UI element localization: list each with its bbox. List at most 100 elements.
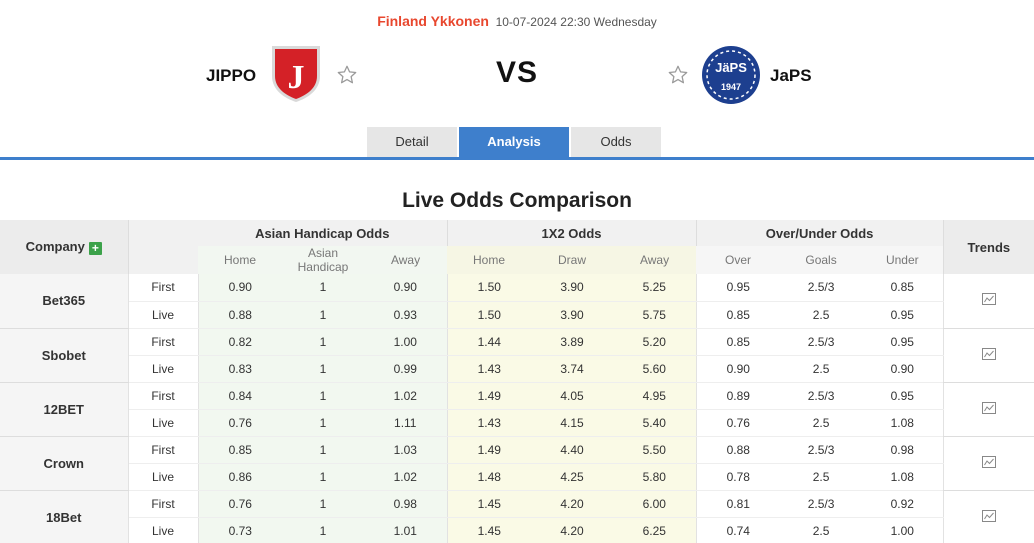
home-team-logo[interactable]: J (270, 44, 322, 104)
section-title: Live Odds Comparison (402, 189, 632, 212)
ah-away-subheader: Away (364, 246, 448, 274)
table-row: Sbobet First 0.82 1 1.00 1.44 3.89 5.20 … (0, 328, 1034, 383)
ah-away-odds: 0.99 (364, 355, 448, 383)
ah-away-odds: 1.02 (364, 382, 448, 410)
ah-handicap-value: 1 (282, 436, 364, 464)
ah-home-odds: 0.85 (198, 436, 282, 464)
ou-over-odds: 0.88 (696, 436, 781, 464)
match-tabs: Detail Analysis Odds (367, 127, 663, 157)
x12-away-subheader: Away (613, 246, 697, 274)
ou-under-odds: 0.95 (862, 301, 944, 329)
ou-goals-line: 2.5 (780, 355, 863, 383)
x12-draw-odds: 4.20 (531, 517, 614, 543)
table-row: Crown First 0.85 1 1.03 1.49 4.40 5.50 0… (0, 436, 1034, 491)
home-team-name[interactable]: JIPPO (206, 66, 257, 85)
x12-home-odds: 1.44 (447, 328, 532, 356)
ah-home-odds: 0.83 (198, 355, 282, 383)
line-chart-icon[interactable] (981, 401, 996, 414)
ah-home-odds: 0.84 (198, 382, 282, 410)
ou-over-odds: 0.74 (696, 517, 781, 543)
x12-home-odds: 1.45 (447, 517, 532, 543)
ah-handicap-value: 1 (282, 328, 364, 356)
match-header-line: Finland Ykkonen 10-07-2024 22:30 Wednesd… (0, 13, 1034, 29)
x12-home-odds: 1.49 (447, 382, 532, 410)
ah-home-odds: 0.73 (198, 517, 282, 543)
x12-draw-odds: 4.25 (531, 463, 614, 491)
x12-draw-odds: 4.05 (531, 382, 614, 410)
x12-home-odds: 1.45 (447, 490, 532, 518)
versus-label: VS (495, 56, 539, 89)
company-name[interactable]: Sbobet (0, 328, 129, 383)
trends-header: Trends (942, 220, 1034, 274)
add-company-plus-icon[interactable]: + (88, 242, 102, 255)
tab-detail[interactable]: Detail (367, 127, 457, 157)
x12-away-odds: 5.60 (613, 355, 697, 383)
ou-under-odds: 0.95 (862, 328, 944, 356)
x12-away-odds: 5.80 (613, 463, 697, 491)
odds-table-body: Bet365 First 0.90 1 0.90 1.50 3.90 5.25 … (0, 274, 1034, 543)
ah-handicap-value: 1 (282, 355, 364, 383)
company-name[interactable]: 12BET (0, 382, 129, 437)
x12-away-odds: 5.25 (613, 274, 697, 302)
line-chart-icon[interactable] (981, 347, 996, 360)
away-team-name[interactable]: JaPS (770, 66, 812, 85)
home-favorite-star-icon[interactable] (336, 64, 358, 86)
ah-home-odds: 0.76 (198, 490, 282, 518)
x12-draw-odds: 3.74 (531, 355, 614, 383)
ah-handicap-value: 1 (282, 301, 364, 329)
ah-home-odds: 0.86 (198, 463, 282, 491)
ou-goals-line: 2.5/3 (780, 328, 863, 356)
ou-goals-subheader: Goals (780, 246, 863, 274)
company-name[interactable]: Crown (0, 436, 129, 491)
1x2-header: 1X2 Odds (447, 220, 697, 246)
tab-odds[interactable]: Odds (571, 127, 661, 157)
line-chart-icon[interactable] (981, 293, 996, 306)
ou-goals-line: 2.5/3 (780, 490, 863, 518)
ah-away-odds: 1.03 (364, 436, 448, 464)
away-favorite-star-icon[interactable] (667, 64, 689, 86)
row-type: Live (128, 301, 199, 329)
x12-draw-odds: 3.90 (531, 301, 614, 329)
tab-underline (0, 157, 1034, 160)
type-header (128, 220, 198, 274)
table-row: Live 0.88 1 0.93 1.50 3.90 5.75 0.85 2.5… (0, 301, 1034, 329)
x12-away-odds: 5.40 (613, 409, 697, 437)
ou-goals-line: 2.5 (780, 463, 863, 491)
table-row: Live 0.76 1 1.11 1.43 4.15 5.40 0.76 2.5… (0, 409, 1034, 437)
row-type: First (128, 490, 199, 518)
row-type: Live (128, 409, 199, 437)
x12-home-odds: 1.50 (447, 301, 532, 329)
league-name[interactable]: Finland Ykkonen (377, 13, 489, 29)
table-row: Bet365 First 0.90 1 0.90 1.50 3.90 5.25 … (0, 274, 1034, 329)
ah-handicap-value: 1 (282, 517, 364, 543)
ou-over-odds: 0.89 (696, 382, 781, 410)
ou-over-subheader: Over (696, 246, 781, 274)
ah-away-odds: 0.90 (364, 274, 448, 302)
trend-cell (942, 274, 1034, 329)
line-chart-icon[interactable] (981, 455, 996, 468)
ah-home-odds: 0.76 (198, 409, 282, 437)
x12-draw-odds: 4.40 (531, 436, 614, 464)
ou-under-odds: 0.98 (862, 436, 944, 464)
ou-under-odds: 0.85 (862, 274, 944, 302)
match-datetime: 10-07-2024 22:30 Wednesday (495, 15, 657, 29)
asian-handicap-header: Asian Handicap Odds (198, 220, 448, 246)
company-name[interactable]: Bet365 (0, 274, 129, 329)
away-team-logo[interactable]: JäPS 1947 (701, 45, 761, 105)
ou-over-odds: 0.78 (696, 463, 781, 491)
ou-goals-line: 2.5 (780, 517, 863, 543)
company-name[interactable]: 18Bet (0, 490, 129, 543)
x12-draw-odds: 3.90 (531, 274, 614, 302)
ah-away-odds: 0.98 (364, 490, 448, 518)
away-logo-year: 1947 (721, 82, 741, 92)
line-chart-icon[interactable] (981, 509, 996, 522)
ah-away-odds: 1.00 (364, 328, 448, 356)
x12-away-odds: 6.00 (613, 490, 697, 518)
ou-goals-line: 2.5 (780, 409, 863, 437)
company-header-label: Company (25, 239, 85, 254)
x12-away-odds: 5.75 (613, 301, 697, 329)
tab-analysis[interactable]: Analysis (459, 127, 569, 157)
x12-away-odds: 4.95 (613, 382, 697, 410)
odds-comparison-table: Company + Asian Handicap Odds 1X2 Odds Ov… (0, 220, 1034, 543)
ah-home-subheader: Home (198, 246, 282, 274)
